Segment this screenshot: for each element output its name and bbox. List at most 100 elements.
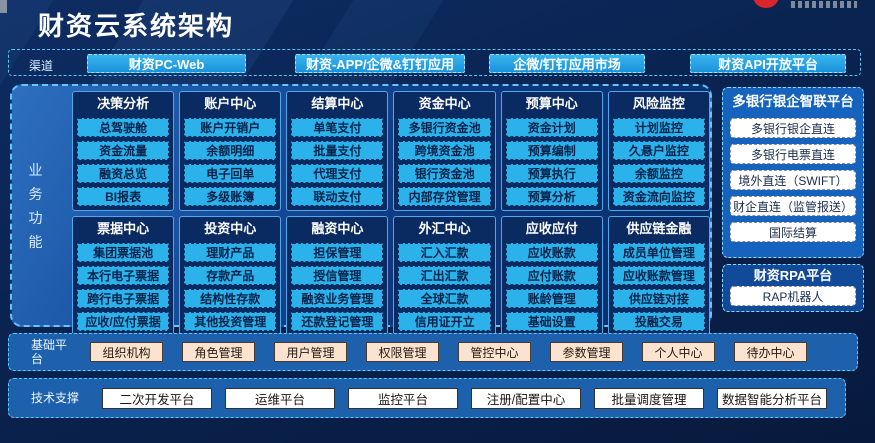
module-group-grid: 决策分析 总驾驶舱 资金流量 融资总览 BI报表 账户中心 账户开销户 余额明细… bbox=[72, 91, 710, 336]
tech-support-label: 技术支撑 bbox=[31, 391, 80, 405]
group-title: 结算中心 bbox=[311, 96, 364, 111]
module-item: 资金计划 bbox=[505, 118, 598, 137]
group-financing-center: 融资中心 担保管理 授信管理 融资业务管理 还款登记管理 bbox=[286, 216, 389, 336]
international-settlement: 国际结算 bbox=[730, 222, 856, 242]
module-item: 本行电子票据 bbox=[77, 266, 170, 285]
group-title: 融资中心 bbox=[311, 221, 364, 236]
module-item: 结构性存款 bbox=[184, 289, 277, 308]
module-item: 联动支付 bbox=[291, 187, 384, 206]
module-item: 资金流量 bbox=[77, 141, 170, 160]
permission-management: 权限管理 bbox=[366, 342, 439, 362]
module-item: 余额明细 bbox=[184, 141, 277, 160]
module-item: 代理支付 bbox=[291, 164, 384, 183]
rpa-platform-title: 财资RPA平台 bbox=[753, 268, 833, 283]
module-item: 汇入汇款 bbox=[398, 243, 491, 262]
base-platform-label: 基础平台 bbox=[31, 338, 68, 366]
group-title: 决策分析 bbox=[97, 96, 150, 111]
business-functions-label: 业务功能 bbox=[28, 161, 44, 250]
group-investment-center: 投资中心 理财产品 存款产品 结构性存款 其他投资管理 bbox=[179, 216, 282, 336]
group-title: 资金中心 bbox=[418, 96, 471, 111]
ebill-direct-connect: 多银行电票直连 bbox=[730, 144, 856, 164]
batch-scheduling: 批量调度管理 bbox=[594, 387, 704, 409]
user-management: 用户管理 bbox=[274, 342, 347, 362]
secondary-dev-platform: 二次开发平台 bbox=[102, 387, 212, 409]
group-account-center: 账户中心 账户开销户 余额明细 电子回单 多级账簿 bbox=[179, 91, 282, 211]
module-item: 多级账簿 bbox=[184, 187, 277, 206]
group-receivable-payable: 应收应付 应收账款 应付账款 账龄管理 基础设置 bbox=[500, 216, 603, 336]
group-risk-monitoring: 风险监控 计划监控 久悬户监控 余额监控 资金流向监控 bbox=[607, 91, 710, 211]
multi-bank-platform-panel: 多银行银企智联平台 多银行银企直连 多银行电票直连 境外直连（SWIFT） 财企… bbox=[722, 87, 864, 258]
channel-bar-label: 渠道 bbox=[29, 59, 54, 73]
module-item: 其他投资管理 bbox=[184, 312, 277, 331]
module-item: 电子回单 bbox=[184, 164, 277, 183]
ops-platform: 运维平台 bbox=[225, 387, 335, 409]
org-structure: 组织机构 bbox=[90, 342, 163, 362]
module-item: 集团票据池 bbox=[77, 243, 170, 262]
module-item: 存款产品 bbox=[184, 266, 277, 285]
module-item: 还款登记管理 bbox=[291, 312, 384, 331]
module-item: 批量支付 bbox=[291, 141, 384, 160]
group-settlement-center: 结算中心 单笔支付 批量支付 代理支付 联动支付 bbox=[286, 91, 389, 211]
group-forex-center: 外汇中心 汇入汇款 汇出汇款 全球汇款 信用证开立 bbox=[393, 216, 496, 336]
module-item: BI报表 bbox=[77, 187, 170, 206]
module-item: 应收/应付票据 bbox=[77, 312, 170, 331]
brand-logo-icon bbox=[753, 0, 779, 8]
group-title: 票据中心 bbox=[97, 221, 150, 236]
group-title: 预算中心 bbox=[525, 96, 578, 111]
swift-connect: 境外直连（SWIFT） bbox=[730, 170, 856, 190]
rap-robot: RAP机器人 bbox=[730, 286, 856, 306]
parameter-management: 参数管理 bbox=[550, 342, 623, 362]
business-functions-panel: 业务功能 决策分析 总驾驶舱 资金流量 融资总览 BI报表 账户中心 账户开销户… bbox=[10, 84, 712, 336]
module-item: 计划监控 bbox=[612, 118, 705, 137]
module-item: 应付账款 bbox=[505, 266, 598, 285]
group-title: 账户中心 bbox=[204, 96, 257, 111]
module-item: 成员单位管理 bbox=[612, 243, 705, 262]
module-item: 跨境资金池 bbox=[398, 141, 491, 160]
window-edge-fragment bbox=[0, 0, 7, 13]
module-item: 融资总览 bbox=[77, 164, 170, 183]
bank-direct-connect: 多银行银企直连 bbox=[730, 118, 856, 138]
base-platform-row: 基础平台 组织机构 角色管理 用户管理 权限管理 管控中心 参数管理 个人中心 … bbox=[8, 333, 858, 371]
module-item: 融资业务管理 bbox=[291, 289, 384, 308]
channel-api-platform: 财资API开放平台 bbox=[690, 54, 846, 73]
module-item: 预算分析 bbox=[505, 187, 598, 206]
group-bills-center: 票据中心 集团票据池 本行电子票据 跨行电子票据 应收/应付票据 bbox=[72, 216, 175, 336]
module-item: 总驾驶舱 bbox=[77, 118, 170, 137]
group-title: 风险监控 bbox=[632, 96, 685, 111]
module-item: 担保管理 bbox=[291, 243, 384, 262]
module-item: 多银行资金池 bbox=[398, 118, 491, 137]
group-supply-chain-finance: 供应链金融 成员单位管理 应收账款管理 供应链对接 投融交易 bbox=[607, 216, 710, 336]
group-budget-center: 预算中心 资金计划 预算编制 预算执行 预算分析 bbox=[500, 91, 603, 211]
module-item: 理财产品 bbox=[184, 243, 277, 262]
module-item: 信用证开立 bbox=[398, 312, 491, 331]
group-decision-analysis: 决策分析 总驾驶舱 资金流量 融资总览 BI报表 bbox=[72, 91, 175, 211]
module-item: 账龄管理 bbox=[505, 289, 598, 308]
module-item: 银行资金池 bbox=[398, 164, 491, 183]
brand-logo-text bbox=[791, 1, 857, 8]
module-item: 跨行电子票据 bbox=[77, 289, 170, 308]
module-item: 全球汇款 bbox=[398, 289, 491, 308]
todo-center: 待办中心 bbox=[734, 342, 807, 362]
module-item: 单笔支付 bbox=[291, 118, 384, 137]
role-management: 角色管理 bbox=[182, 342, 255, 362]
module-item: 基础设置 bbox=[505, 312, 598, 331]
registry-config-center: 注册/配置中心 bbox=[471, 387, 581, 409]
module-item: 汇出汇款 bbox=[398, 266, 491, 285]
module-item: 久悬户监控 bbox=[612, 141, 705, 160]
regulatory-reporting-connect: 财企直连（监管报送） bbox=[730, 196, 856, 216]
channel-bar: 渠道 财资PC-Web 财资-APP/企微&钉钉应用 企微/钉钉应用市场 财资A… bbox=[8, 49, 861, 76]
module-item: 资金流向监控 bbox=[612, 187, 705, 206]
channel-pc-web: 财资PC-Web bbox=[87, 54, 246, 73]
module-item: 预算编制 bbox=[505, 141, 598, 160]
page-title: 财资云系统架构 bbox=[38, 11, 235, 41]
group-title: 投资中心 bbox=[204, 221, 257, 236]
module-item: 应收账款 bbox=[505, 243, 598, 262]
group-title: 外汇中心 bbox=[418, 221, 471, 236]
brand-logo bbox=[745, 0, 865, 14]
channel-app: 财资-APP/企微&钉钉应用 bbox=[295, 54, 465, 73]
control-center: 管控中心 bbox=[458, 342, 531, 362]
group-funds-center: 资金中心 多银行资金池 跨境资金池 银行资金池 内部存贷管理 bbox=[393, 91, 496, 211]
multi-bank-platform-title: 多银行银企智联平台 bbox=[732, 94, 854, 109]
module-item: 授信管理 bbox=[291, 266, 384, 285]
group-title: 供应链金融 bbox=[626, 221, 692, 236]
